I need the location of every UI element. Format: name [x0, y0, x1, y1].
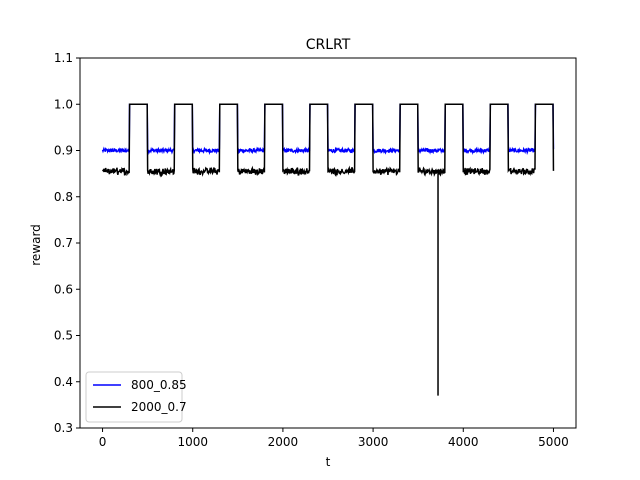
y-tick-label: 0.6 — [54, 282, 73, 296]
y-tick-label: 1.0 — [54, 97, 73, 111]
y-tick-label: 0.5 — [54, 329, 73, 343]
x-tick-label: 1000 — [177, 435, 208, 449]
y-tick-label: 0.4 — [54, 375, 73, 389]
legend: 800_0.85 2000_0.7 — [85, 371, 187, 423]
y-tick-label: 0.9 — [54, 144, 73, 158]
y-axis-label: reward — [29, 224, 43, 266]
x-tick-label: 2000 — [268, 435, 299, 449]
y-tick-label: 0.7 — [54, 236, 73, 250]
chart-title: CRLRT — [306, 37, 351, 53]
x-tick-label: 0 — [99, 435, 107, 449]
x-tick-label: 3000 — [358, 435, 389, 449]
y-tick-label: 0.3 — [54, 421, 73, 435]
x-axis: 0 1000 2000 3000 4000 5000 — [99, 428, 569, 449]
plot-area — [101, 103, 555, 396]
legend-label: 2000_0.7 — [131, 400, 187, 414]
y-tick-label: 1.1 — [54, 51, 73, 65]
x-tick-label: 5000 — [538, 435, 569, 449]
x-axis-label: t — [326, 455, 331, 469]
y-tick-label: 0.8 — [54, 190, 73, 204]
series-line-2 — [101, 103, 555, 396]
y-axis: 0.3 0.4 0.5 0.6 0.7 0.8 0.9 1.0 1.1 — [54, 51, 80, 435]
legend-label: 800_0.85 — [131, 378, 187, 392]
x-tick-label: 4000 — [448, 435, 479, 449]
